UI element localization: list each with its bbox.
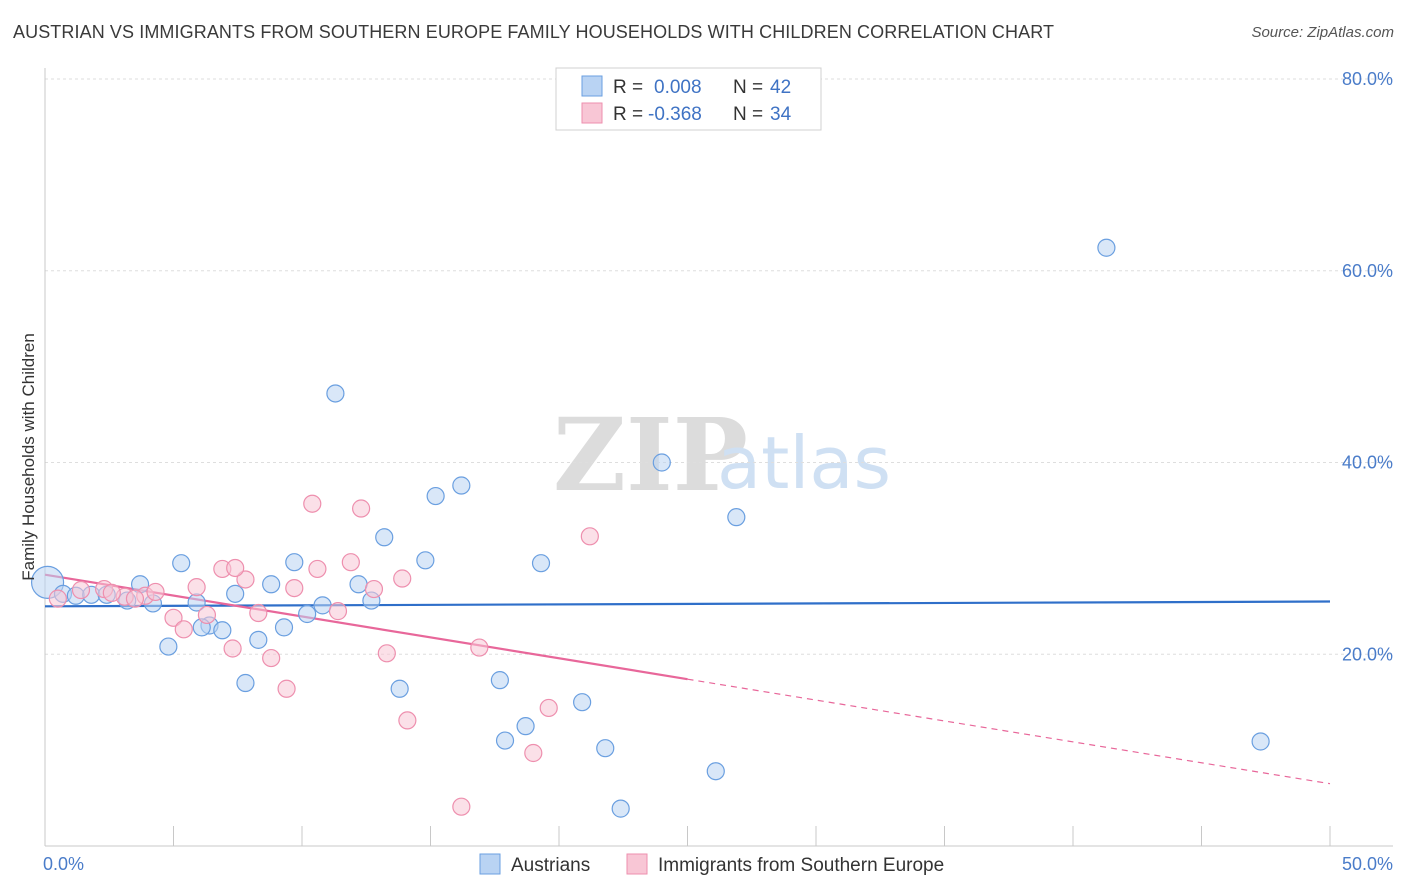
point-austrians-32 <box>531 554 551 573</box>
point-immigrants-15 <box>277 679 296 698</box>
watermark: ZIP atlas <box>553 396 891 514</box>
point-austrians-40 <box>1251 732 1270 751</box>
legend-n-label-2: N = <box>733 104 763 125</box>
point-immigrants-28 <box>524 743 543 763</box>
point-immigrants-26 <box>452 797 471 816</box>
point-austrians-24 <box>375 528 394 547</box>
legend-r-label-1: R = <box>613 77 643 98</box>
point-immigrants-14 <box>262 648 281 668</box>
point-immigrants-9 <box>197 605 217 625</box>
point-austrians-31 <box>516 717 535 736</box>
legend-r-label-2: R = <box>613 104 643 125</box>
point-immigrants-22 <box>364 579 384 599</box>
point-austrians-8 <box>159 637 178 656</box>
point-immigrants-19 <box>328 602 348 621</box>
point-immigrants-11 <box>223 639 242 658</box>
point-immigrants-13 <box>249 603 268 623</box>
series-legend-swatch-immigrants <box>626 853 648 875</box>
point-austrians-26 <box>416 551 435 570</box>
y-tick-label-3: 80.0% <box>1342 69 1393 89</box>
point-austrians-30 <box>495 731 515 750</box>
point-immigrants-5 <box>146 582 165 602</box>
point-austrians-13 <box>226 584 245 603</box>
y-tick-label-1: 40.0% <box>1342 453 1393 473</box>
point-austrians-29 <box>490 671 509 690</box>
point-immigrants-30 <box>580 527 599 546</box>
y-axis-label: Family Households with Children <box>19 333 38 581</box>
y-tick-labels: 20.0% 40.0% 60.0% 80.0% <box>1342 69 1393 664</box>
point-immigrants-7 <box>174 620 193 639</box>
point-immigrants-16 <box>285 578 304 598</box>
point-austrians-39 <box>1097 238 1116 257</box>
point-immigrants-12 <box>236 570 255 589</box>
trend-line-dashed-1 <box>687 678 1331 785</box>
point-immigrants-27 <box>470 638 489 657</box>
point-immigrants-29 <box>539 698 558 718</box>
axes <box>44 68 1393 847</box>
point-austrians-17 <box>274 618 294 637</box>
point-austrians-14 <box>236 673 255 693</box>
point-austrians-33 <box>573 693 592 712</box>
point-austrians-12 <box>213 621 232 640</box>
series-legend: Austrians Immigrants from Southern Europ… <box>479 853 944 876</box>
legend-r-value-2: -0.368 <box>648 104 702 125</box>
point-immigrants-21 <box>352 499 371 518</box>
point-immigrants-24 <box>393 569 412 588</box>
point-immigrants-1 <box>71 580 91 600</box>
point-austrians-27 <box>426 486 445 506</box>
watermark-zip: ZIP <box>553 396 748 514</box>
legend-r-value-1: 0.008 <box>654 77 702 98</box>
point-austrians-9 <box>172 554 191 573</box>
point-immigrants-6 <box>164 608 183 627</box>
point-austrians-19 <box>298 604 317 624</box>
point-austrians-21 <box>326 384 345 403</box>
point-immigrants-20 <box>341 553 360 572</box>
point-austrians-20 <box>313 596 332 615</box>
point-austrians-38 <box>727 508 746 527</box>
legend-n-value-1: 42 <box>770 77 791 98</box>
stats-legend: R = 0.008 N = 42 R = -0.368 N = 34 <box>555 67 822 131</box>
grid-lines <box>45 78 1393 655</box>
point-austrians-36 <box>652 453 671 472</box>
source-credit: Source: ZipAtlas.com <box>1251 24 1394 41</box>
point-immigrants-17 <box>303 494 322 513</box>
series-legend-swatch-austrians <box>479 853 501 875</box>
point-immigrants-0 <box>48 589 67 608</box>
point-immigrants-32 <box>125 589 145 608</box>
point-immigrants-18 <box>308 559 327 579</box>
legend-swatch-immigrants <box>581 102 603 124</box>
point-austrians-35 <box>611 799 630 818</box>
series-legend-label-austrians: Austrians <box>511 855 590 876</box>
point-austrians-34 <box>596 739 615 758</box>
point-austrians-25 <box>390 679 409 698</box>
legend-swatch-austrians <box>581 75 603 97</box>
y-tick-label-0: 20.0% <box>1342 644 1393 664</box>
point-immigrants-31 <box>226 558 245 578</box>
chart-title: AUSTRIAN VS IMMIGRANTS FROM SOUTHERN EUR… <box>13 22 1055 42</box>
point-austrians-37 <box>706 762 725 781</box>
point-immigrants-33 <box>102 583 121 602</box>
x-tick-label-max: 50.0% <box>1342 854 1393 874</box>
point-immigrants-25 <box>398 711 417 730</box>
point-immigrants-23 <box>377 644 396 663</box>
legend-n-value-2: 34 <box>770 104 792 125</box>
point-austrians-15 <box>249 630 268 649</box>
point-austrians-16 <box>262 575 281 594</box>
point-austrians-22 <box>349 575 368 594</box>
point-austrians-28 <box>452 476 471 495</box>
x-tick-label-min: 0.0% <box>43 854 84 874</box>
y-tick-label-2: 60.0% <box>1342 261 1393 281</box>
point-austrians-18 <box>285 553 304 572</box>
point-immigrants-8 <box>187 578 206 597</box>
series-legend-label-immigrants: Immigrants from Southern Europe <box>658 855 944 876</box>
legend-n-label-1: N = <box>733 77 763 98</box>
data-points <box>30 238 1270 818</box>
